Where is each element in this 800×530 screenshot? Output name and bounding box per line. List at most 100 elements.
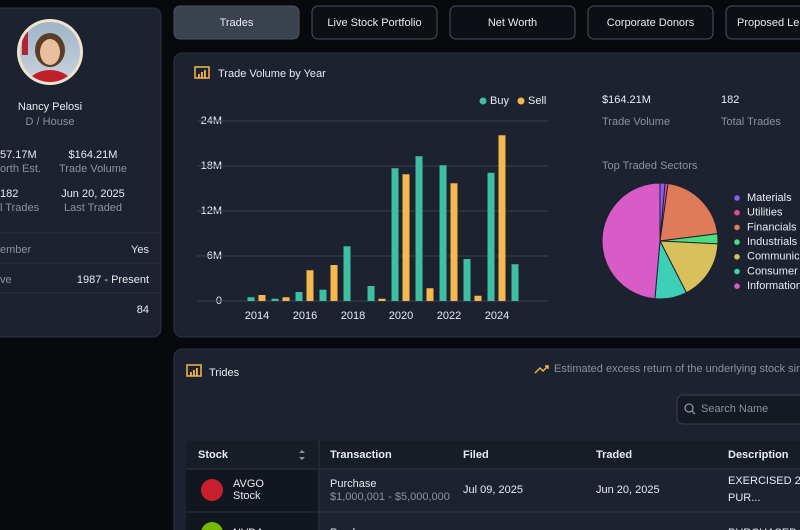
avatar-face [40, 39, 60, 65]
stat-value: 182 [0, 188, 18, 200]
legend-label: Consumer D [747, 265, 800, 277]
x-tick-label: 2022 [437, 310, 461, 322]
tab[interactable] [311, 5, 438, 40]
bar [295, 292, 303, 301]
detail-value: 84 [137, 304, 149, 316]
icon [198, 74, 200, 78]
stat-label: Last Traded [64, 202, 122, 214]
icon [193, 370, 195, 376]
profile-role: D / House [26, 116, 75, 128]
column-header: Traded [596, 449, 632, 461]
x-tick-label: 2018 [341, 310, 365, 322]
x-tick-label: 2016 [293, 310, 317, 322]
tab-label: Net Worth [488, 17, 537, 29]
search-icon [684, 403, 694, 413]
bar [391, 168, 399, 301]
legend-label: Buy [490, 95, 509, 107]
legend-swatch [734, 253, 740, 260]
legend-swatch [734, 224, 740, 231]
icon [201, 72, 203, 78]
sort-icon [299, 450, 305, 460]
chart-panel [173, 52, 800, 338]
bar [378, 298, 386, 301]
legend-swatch [479, 97, 487, 105]
trend-icon [534, 365, 549, 374]
tab-label: Trades [220, 17, 254, 29]
bar [511, 264, 519, 301]
bar [306, 270, 314, 301]
pie-slice [601, 182, 661, 300]
asset-kind: Stock [233, 490, 261, 502]
tab[interactable] [725, 5, 800, 40]
legend-label: Utilities [747, 207, 783, 219]
filed-date: Jul 09, 2025 [463, 484, 523, 496]
stat-label: orth Est. [0, 163, 41, 175]
ticker: NVDA [233, 527, 264, 530]
bar [415, 156, 423, 301]
legend-label: Communica... [747, 251, 800, 263]
profile-card [0, 7, 162, 338]
column-header: Filed [463, 449, 489, 461]
detail-label: ember [0, 244, 32, 256]
x-tick-label: 2014 [245, 310, 269, 322]
bar [258, 295, 266, 301]
column-header[interactable]: Stock [198, 449, 229, 461]
stat-value: Jun 20, 2025 [61, 188, 125, 200]
legend-swatch [734, 239, 740, 245]
tab-label: Proposed Le [737, 17, 799, 29]
bar [487, 172, 495, 301]
search-box[interactable] [676, 394, 800, 425]
ticker: AVGO [233, 478, 264, 490]
summary-value: 182 [721, 94, 739, 106]
bar [343, 246, 351, 301]
stock-logo [201, 479, 223, 501]
tab-label: Corporate Donors [607, 17, 695, 29]
detail-value: 1987 - Present [77, 274, 149, 286]
summary-label: Trade Volume [602, 116, 670, 128]
tab[interactable] [587, 5, 714, 40]
trades-title: Trides [209, 367, 240, 379]
icon [204, 70, 206, 78]
trades-note: Estimated excess return of the underlyin… [554, 363, 800, 375]
search-icon [691, 410, 696, 415]
legend-swatch [734, 195, 740, 201]
stock-logo [201, 522, 223, 530]
column-header: Description [728, 449, 789, 461]
legend-label: Financials [747, 221, 797, 233]
avatar-jacket [26, 70, 74, 82]
summary-value: $164.21M [602, 94, 651, 106]
stat-label: Trade Volume [59, 163, 127, 175]
legend-label: Materials [747, 192, 792, 204]
legend-swatch [734, 268, 740, 275]
icon [196, 368, 198, 376]
bar [439, 165, 447, 301]
bar [282, 297, 290, 301]
legend-swatch [517, 97, 525, 105]
stat-value: $164.21M [69, 149, 118, 161]
tab-label: Live Stock Portfolio [327, 17, 421, 29]
tab[interactable] [449, 5, 576, 40]
profile-name: Nancy Pelosi [18, 101, 82, 113]
description: EXERCISED 20 [728, 475, 800, 487]
description: PURCHASED 5 [728, 527, 800, 530]
transaction: Purchase [330, 478, 376, 490]
x-tick-label: 2020 [389, 310, 413, 322]
bar [426, 288, 434, 301]
stat-label: l Trades [0, 202, 40, 214]
column-header: Transaction [330, 449, 392, 461]
stat-value: 57.17M [0, 149, 37, 161]
table-header [186, 441, 800, 468]
detail-label: ve [0, 274, 12, 286]
description: PUR... [728, 492, 760, 504]
bar [402, 174, 410, 301]
pie-slice [659, 240, 719, 294]
tab[interactable] [173, 5, 300, 40]
bar [450, 183, 458, 301]
bar [367, 286, 375, 301]
pie-title: Top Traded Sectors [602, 160, 698, 172]
transaction: Purchase [330, 527, 376, 530]
x-tick-label: 2024 [485, 310, 509, 322]
legend-label: Industrials [747, 236, 798, 248]
pie-slice [659, 182, 719, 242]
